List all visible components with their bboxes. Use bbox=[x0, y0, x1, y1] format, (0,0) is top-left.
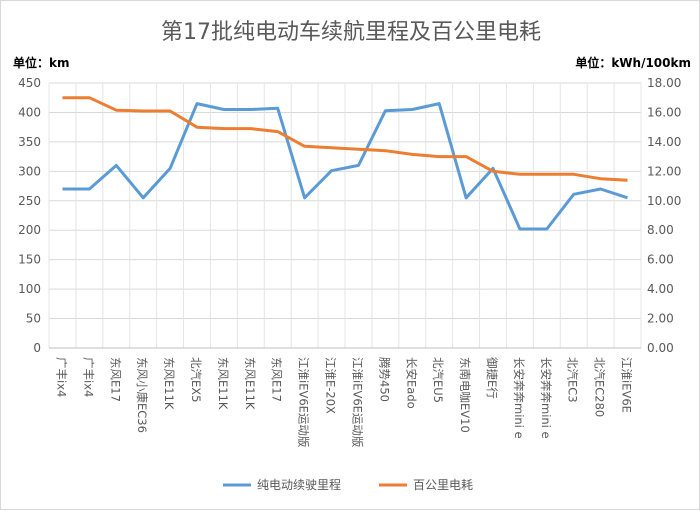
left-tick-label: 250 bbox=[18, 194, 41, 208]
right-tick-label: 0.00 bbox=[647, 341, 674, 355]
left-tick-label: 400 bbox=[18, 105, 41, 119]
left-tick-label: 50 bbox=[26, 312, 41, 326]
right-axis-unit: 单位：kWh/100km bbox=[575, 55, 691, 70]
category-label: 北汽EC3 bbox=[566, 357, 580, 403]
category-label: 江淮iEV6E运动版 bbox=[350, 357, 364, 448]
gridlines bbox=[49, 83, 641, 348]
category-label: 东风E17 bbox=[108, 357, 122, 402]
category-label: 广丰ix4 bbox=[81, 357, 95, 397]
category-label: 北汽EU5 bbox=[431, 357, 445, 403]
category-label: 东风小康EC36 bbox=[135, 357, 149, 433]
right-tick-label: 4.00 bbox=[647, 282, 674, 296]
category-label: 江淮E-20X bbox=[324, 357, 338, 414]
left-tick-label: 350 bbox=[18, 135, 41, 149]
category-labels: 广丰ix4 广丰ix4 东风E17 东风小康EC36 东风E11K 北汽EX5 东风E11K… bbox=[54, 357, 633, 448]
category-label: 长安奔奔mini e bbox=[539, 357, 553, 439]
category-label: 东风E11K bbox=[162, 357, 176, 410]
chart-title: 第17批纯电动车续航里程及百公里电耗 bbox=[161, 20, 541, 45]
right-tick-label: 16.00 bbox=[647, 105, 681, 119]
category-label: 江淮iEV6E运动版 bbox=[297, 357, 311, 448]
left-axis-unit: 单位：km bbox=[13, 55, 70, 70]
category-label: 长安Eado bbox=[404, 357, 418, 409]
category-label: 北汽EX5 bbox=[189, 357, 203, 402]
category-label: 腾势450 bbox=[377, 357, 391, 402]
legend: 纯电动续驶里程 百公里电耗 bbox=[223, 477, 473, 492]
left-tick-label: 100 bbox=[18, 282, 41, 296]
right-tick-label: 14.00 bbox=[647, 135, 681, 149]
right-tick-label: 18.00 bbox=[647, 76, 681, 90]
category-label: 江淮iEV6E bbox=[620, 357, 634, 413]
right-tick-label: 10.00 bbox=[647, 194, 681, 208]
category-label: 广丰ix4 bbox=[54, 357, 68, 397]
left-tick-label: 150 bbox=[18, 253, 41, 267]
legend-label-range: 纯电动续驶里程 bbox=[257, 477, 341, 492]
category-label: 御捷E行 bbox=[485, 357, 499, 399]
category-label: 东南电咖EV10 bbox=[458, 357, 472, 433]
left-tick-label: 450 bbox=[18, 76, 41, 90]
right-axis-ticks: 0.00 2.00 4.00 6.00 8.00 10.00 12.00 14.00 16.00… bbox=[647, 76, 681, 355]
category-label: 长安奔奔mini e bbox=[512, 357, 526, 439]
legend-label-consumption: 百公里电耗 bbox=[413, 478, 473, 492]
left-tick-label: 200 bbox=[18, 223, 41, 237]
right-tick-label: 12.00 bbox=[647, 164, 681, 178]
left-tick-label: 300 bbox=[18, 164, 41, 178]
category-label: 东风E17 bbox=[270, 357, 284, 402]
left-axis-ticks: 0 50 100 150 200 250 300 350 400 450 bbox=[18, 76, 41, 355]
category-label: 东风E11K bbox=[216, 357, 230, 410]
right-tick-label: 6.00 bbox=[647, 253, 674, 267]
right-tick-label: 8.00 bbox=[647, 223, 674, 237]
left-tick-label: 0 bbox=[33, 341, 41, 355]
category-label: 东风E11K bbox=[243, 357, 257, 410]
category-label: 北汽EC280 bbox=[593, 357, 607, 417]
right-tick-label: 2.00 bbox=[647, 312, 674, 326]
